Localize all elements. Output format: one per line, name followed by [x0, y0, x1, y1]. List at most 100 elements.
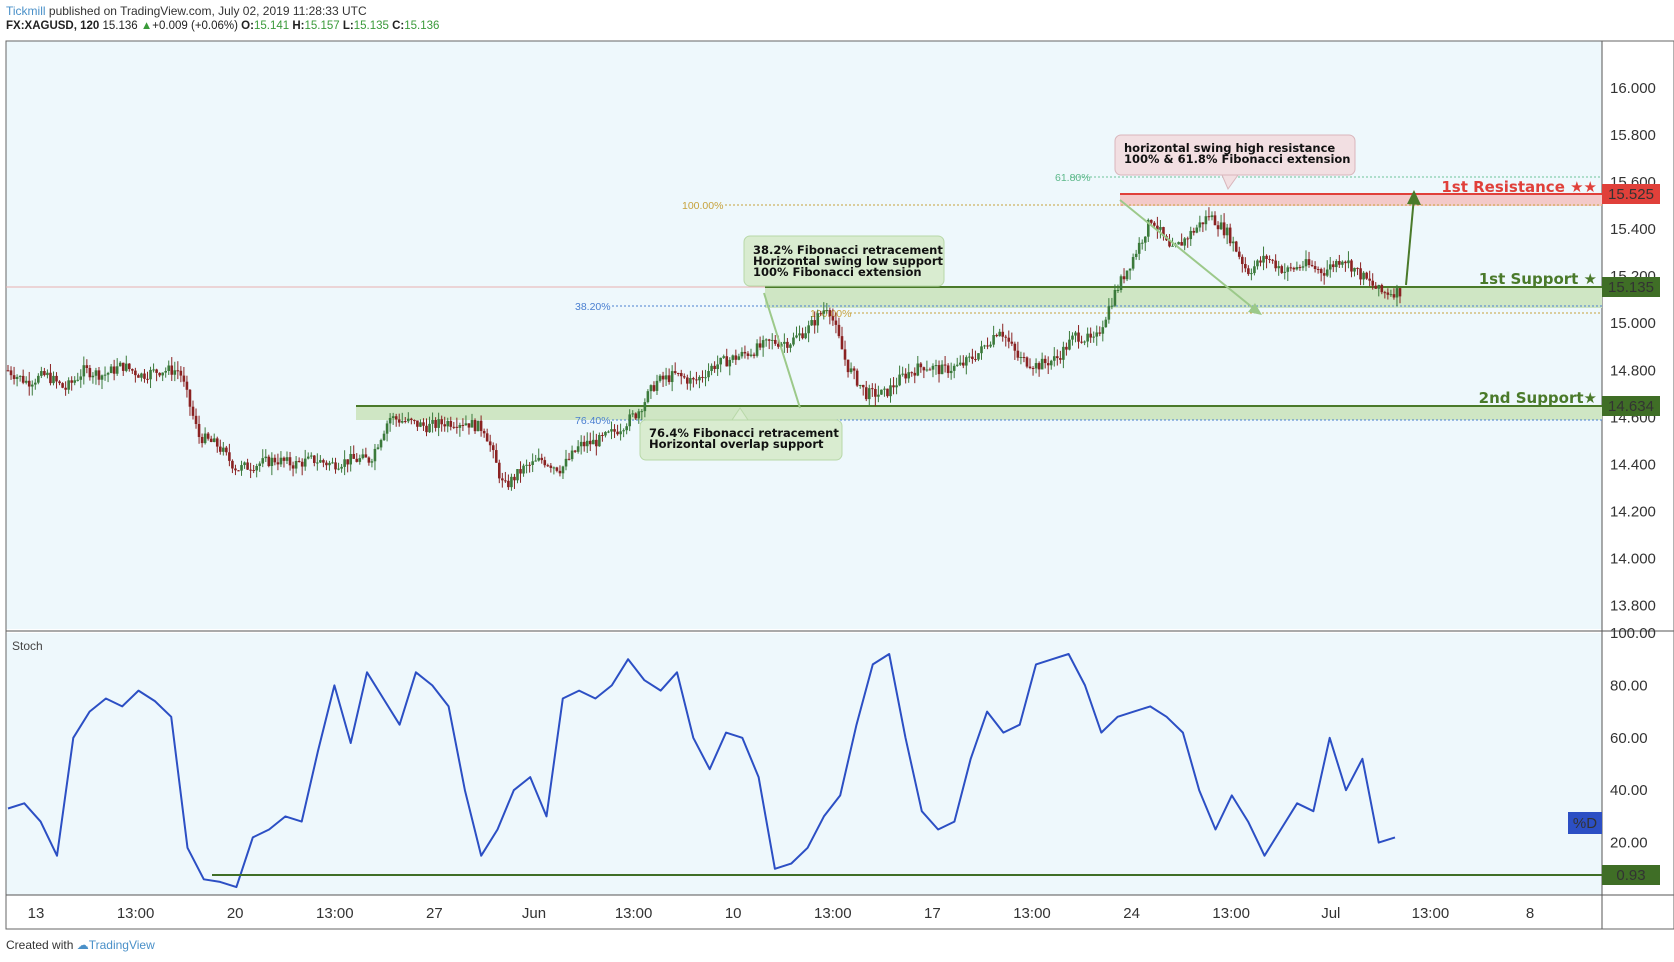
stoch-tick: 60.00	[1610, 730, 1648, 747]
candle-body	[470, 420, 474, 428]
candle-body	[364, 454, 368, 458]
support1-note-line3: 100% Fibonacci extension	[753, 265, 922, 279]
time-tick: 10	[725, 905, 742, 922]
candle-body	[206, 433, 210, 439]
candle-body	[164, 370, 167, 373]
candle-body	[610, 429, 613, 432]
candle-body	[534, 460, 537, 462]
candle-body	[1316, 269, 1320, 271]
candle-body	[349, 453, 352, 465]
candle-body	[1122, 276, 1126, 280]
candle-body	[361, 454, 365, 459]
projection-arrows	[763, 190, 1421, 409]
candle-body	[291, 465, 295, 469]
price-panel[interactable]	[6, 41, 1602, 629]
candle-body	[30, 384, 34, 387]
candle-body	[1098, 332, 1102, 334]
candle-body	[843, 349, 847, 360]
candle-body	[652, 385, 656, 391]
candle-body	[522, 465, 525, 474]
candle-body	[822, 310, 826, 314]
candle-body	[810, 320, 813, 326]
stoch-legend-tag[interactable]	[1568, 812, 1602, 834]
tradingview-logo-icon[interactable]: ☁	[76, 938, 89, 952]
candle-body	[1107, 306, 1111, 320]
candle-body	[1219, 222, 1223, 230]
candle-body	[316, 462, 319, 464]
candle-body	[922, 367, 926, 371]
candle-body	[455, 426, 459, 428]
candle-body	[1338, 261, 1341, 265]
candle-body	[452, 426, 456, 428]
candle-body	[252, 470, 255, 472]
candle-body	[1198, 222, 1202, 228]
support1-note-box	[743, 235, 945, 287]
candle-body	[1362, 272, 1365, 280]
candle-body	[1089, 333, 1092, 338]
candle-body	[716, 364, 719, 370]
candle-body	[1377, 284, 1381, 289]
candle-body	[303, 458, 307, 467]
candle-body	[440, 419, 443, 425]
open-value: 15.141	[253, 20, 290, 32]
candle-body	[121, 362, 125, 371]
candle-body	[558, 470, 562, 474]
candle-body	[1010, 341, 1014, 344]
candle-body	[643, 402, 647, 412]
candle-body	[840, 336, 844, 350]
candle-body	[413, 420, 416, 422]
candle-body	[176, 370, 180, 372]
candle-body	[328, 462, 331, 466]
candle-body	[1325, 269, 1329, 276]
candle-body	[886, 388, 889, 397]
change-arrow-icon: ▲	[140, 20, 153, 32]
candle-body	[1368, 278, 1371, 281]
candle-body	[977, 353, 980, 360]
candle-body	[419, 422, 422, 427]
candle-body	[837, 324, 841, 337]
candle-body	[980, 346, 983, 354]
candle-body	[588, 440, 592, 445]
candle-body	[995, 334, 998, 337]
candle-body	[728, 359, 732, 367]
candle-body	[1319, 269, 1323, 274]
candle-body	[649, 385, 653, 392]
candle-body	[228, 452, 231, 461]
candle-body	[743, 351, 747, 354]
time-tick: 13	[28, 905, 45, 922]
candle-body	[1007, 337, 1011, 342]
candle-body	[855, 370, 859, 386]
candle-body	[458, 424, 462, 428]
candle-body	[640, 411, 644, 413]
candle-body	[770, 339, 774, 341]
candle-body	[598, 434, 601, 447]
candle-body	[112, 366, 116, 374]
candle-body	[695, 379, 698, 381]
candle-body	[895, 385, 898, 388]
tradingview-link[interactable]: TradingView	[88, 938, 155, 952]
candle-body	[385, 423, 389, 434]
candle-body	[807, 325, 810, 334]
up-projection-line	[1405, 196, 1415, 286]
candle-body	[297, 460, 301, 462]
candle-body	[1207, 216, 1211, 218]
brand-link[interactable]: Tickmill	[6, 4, 46, 18]
candle-body	[1335, 261, 1338, 268]
candle-body	[197, 424, 201, 437]
candle-body	[422, 422, 425, 426]
candle-body	[24, 380, 28, 383]
candle-body	[719, 357, 722, 365]
candle-body	[491, 445, 495, 451]
candle-body	[1380, 284, 1384, 293]
candle-body	[764, 339, 768, 341]
candle-body	[237, 470, 240, 472]
candle-body	[270, 457, 274, 467]
candle-body	[261, 458, 265, 464]
candle-body	[379, 440, 383, 448]
candle-body	[783, 341, 786, 344]
down-projection-line	[1119, 199, 1259, 313]
candle-body	[567, 458, 571, 460]
candle-body	[1119, 276, 1123, 290]
candle-body	[249, 469, 252, 471]
